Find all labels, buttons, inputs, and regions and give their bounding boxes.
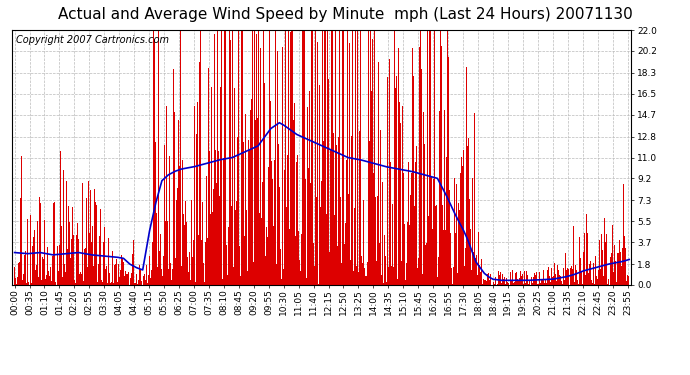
- Text: Copyright 2007 Cartronics.com: Copyright 2007 Cartronics.com: [15, 35, 168, 45]
- Text: Actual and Average Wind Speed by Minute  mph (Last 24 Hours) 20071130: Actual and Average Wind Speed by Minute …: [58, 8, 632, 22]
